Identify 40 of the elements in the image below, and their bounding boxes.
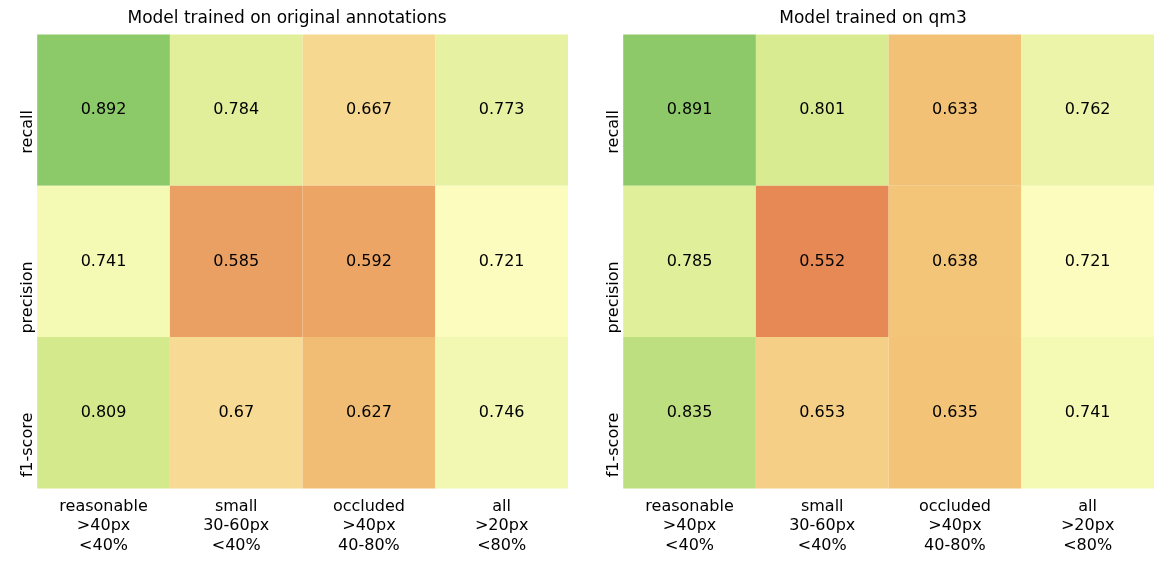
y-tick-label: f1-score (17, 412, 37, 478)
y-tick-label: recall (603, 110, 623, 154)
data-label: 0.635 (932, 401, 978, 421)
x-tick-label: small 30-60px <40% (789, 496, 856, 554)
data-label: 0.552 (799, 250, 846, 270)
data-label: 0.762 (1064, 99, 1111, 119)
data-label: 0.653 (799, 401, 846, 421)
data-label: 0.585 (213, 250, 260, 270)
x-tick-label: reasonable >40px <40% (645, 496, 734, 554)
data-label: 0.721 (1064, 250, 1111, 270)
data-label: 0.773 (478, 99, 525, 119)
chart-title: Model trained on qm3 (779, 6, 967, 27)
data-label: 0.746 (478, 401, 525, 421)
chart-title: Model trained on original annotations (127, 6, 447, 27)
data-label: 0.801 (799, 99, 846, 119)
data-label: 0.741 (80, 250, 127, 270)
data-label: 0.592 (346, 250, 392, 270)
x-tick-label: reasonable >40px <40% (59, 496, 148, 554)
data-label: 0.721 (478, 250, 525, 270)
data-label: 0.835 (666, 401, 713, 421)
y-tick-label: recall (17, 110, 37, 154)
data-label: 0.891 (666, 99, 713, 119)
data-label: 0.741 (1064, 401, 1111, 421)
x-tick-label: all >20px <80% (1060, 496, 1115, 554)
data-label: 0.67 (218, 401, 255, 421)
y-tick-label: precision (17, 261, 37, 334)
x-tick-label: small 30-60px <40% (203, 496, 270, 554)
y-tick-label: f1-score (603, 412, 623, 478)
data-label: 0.633 (932, 99, 978, 119)
x-tick-label: occluded >40px 40-80% (332, 496, 406, 554)
data-label: 0.784 (213, 99, 260, 119)
data-label: 0.892 (80, 99, 127, 119)
x-tick-label: all >20px <80% (474, 496, 529, 554)
data-label: 0.667 (346, 99, 392, 119)
data-label: 0.809 (80, 401, 127, 421)
data-label: 0.785 (666, 250, 713, 270)
y-tick-label: precision (603, 261, 623, 334)
x-tick-label: occluded >40px 40-80% (918, 496, 992, 554)
data-label: 0.638 (932, 250, 978, 270)
data-label: 0.627 (346, 401, 392, 421)
